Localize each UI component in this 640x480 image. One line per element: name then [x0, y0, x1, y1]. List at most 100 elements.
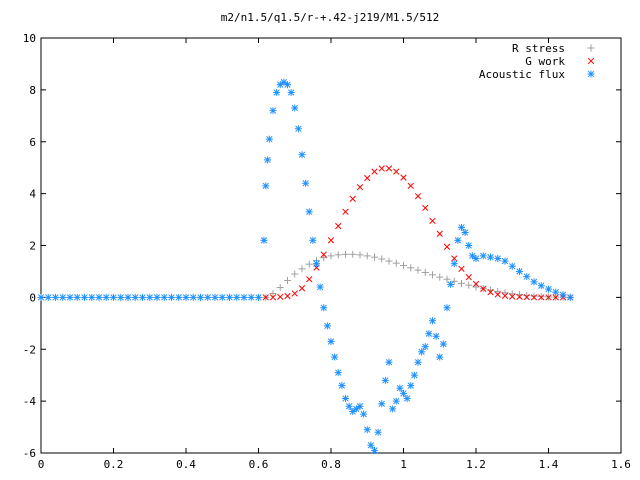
data-point — [389, 405, 397, 413]
data-point — [342, 250, 349, 258]
data-point — [407, 264, 415, 272]
data-point — [371, 446, 378, 454]
data-point — [400, 389, 407, 397]
data-point — [421, 343, 429, 351]
data-point — [160, 293, 168, 301]
data-point — [247, 293, 255, 301]
data-point — [450, 260, 458, 268]
data-point — [407, 182, 414, 189]
data-point — [378, 165, 385, 172]
y-tick-label: 6 — [29, 136, 36, 149]
y-tick-label: 10 — [23, 32, 36, 45]
data-point — [371, 168, 378, 175]
data-point — [269, 294, 277, 301]
data-point — [363, 252, 371, 260]
data-point — [334, 369, 342, 377]
data-point — [530, 278, 538, 286]
data-point — [117, 293, 125, 301]
data-point — [479, 252, 487, 260]
data-point — [287, 88, 295, 96]
data-point — [447, 280, 455, 288]
data-point — [168, 293, 175, 301]
data-point — [509, 293, 516, 300]
data-point — [378, 400, 386, 408]
data-point — [277, 293, 284, 301]
data-point — [501, 292, 509, 299]
data-point — [66, 293, 74, 301]
data-point — [364, 174, 371, 182]
y-tick-label: -2 — [23, 343, 36, 356]
data-point — [95, 293, 103, 301]
data-point — [523, 273, 531, 281]
data-point — [407, 382, 415, 390]
data-point — [381, 376, 389, 384]
data-point — [276, 81, 284, 89]
data-point — [530, 292, 538, 300]
data-point — [276, 284, 284, 292]
data-point — [139, 293, 146, 301]
data-point — [334, 251, 342, 259]
data-point — [494, 291, 501, 298]
y-tick-label: 8 — [29, 84, 36, 97]
data-point — [342, 208, 349, 215]
data-point — [432, 332, 440, 340]
data-point — [175, 293, 183, 301]
legend-label: Acoustic flux — [479, 68, 565, 81]
data-point — [189, 293, 197, 301]
data-point — [294, 125, 302, 133]
data-point — [356, 183, 364, 191]
data-point — [320, 251, 327, 258]
data-point — [316, 283, 324, 291]
data-point — [298, 285, 306, 292]
data-point — [356, 251, 364, 259]
x-tick-label: 0 — [38, 458, 45, 471]
data-point — [425, 330, 433, 338]
data-point — [516, 267, 523, 275]
data-point — [443, 243, 451, 250]
data-point — [494, 254, 502, 262]
data-point — [414, 266, 422, 274]
data-point — [52, 293, 59, 301]
data-point — [255, 293, 262, 301]
data-point — [429, 271, 436, 279]
series-acoustic-flux — [37, 78, 574, 454]
data-point — [436, 230, 443, 237]
data-point — [197, 293, 204, 301]
y-tick-label: 0 — [29, 291, 36, 304]
x-tick-label: 0.2 — [104, 458, 124, 471]
axis-ticks: 0 0.2 0.4 0.6 0.8 1 1.2 1.4 1.6 -6 -4 -2 0 2 4 6 8 10 — [23, 32, 631, 471]
x-tick-label: 0.4 — [176, 458, 196, 471]
data-point — [265, 135, 273, 143]
data-point — [487, 253, 494, 261]
data-point — [349, 408, 357, 415]
y-tick-label: 2 — [29, 240, 36, 253]
x-tick-label: 1.4 — [539, 458, 559, 471]
data-point — [305, 208, 313, 216]
data-point — [385, 257, 393, 265]
data-point — [530, 294, 538, 301]
data-point — [371, 253, 378, 261]
data-point — [233, 293, 241, 301]
data-point — [146, 293, 154, 301]
data-point — [218, 293, 226, 301]
data-point — [458, 265, 465, 272]
data-point — [280, 78, 288, 86]
data-point — [494, 287, 502, 295]
data-point — [429, 217, 436, 225]
data-point — [461, 229, 469, 237]
data-point — [410, 371, 418, 379]
data-point — [323, 322, 331, 330]
data-point — [44, 293, 52, 301]
data-point — [472, 283, 480, 291]
data-point — [356, 402, 364, 410]
data-point — [226, 293, 233, 301]
data-point — [421, 268, 429, 276]
data-point — [403, 395, 411, 403]
data-point — [378, 255, 386, 263]
data-point — [81, 293, 88, 301]
data-point — [439, 340, 447, 348]
legend-label: G work — [525, 55, 565, 68]
data-point — [298, 151, 306, 159]
